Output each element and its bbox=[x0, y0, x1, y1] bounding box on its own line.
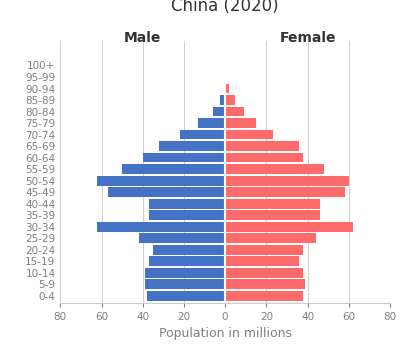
Title: China (2020): China (2020) bbox=[171, 0, 278, 15]
X-axis label: Population in millions: Population in millions bbox=[158, 327, 291, 340]
Bar bbox=[225, 176, 348, 185]
Bar bbox=[225, 153, 303, 162]
Bar bbox=[159, 141, 225, 151]
Bar bbox=[225, 95, 235, 105]
Bar bbox=[225, 210, 319, 220]
Bar bbox=[144, 268, 225, 278]
Bar bbox=[146, 291, 225, 301]
Bar bbox=[225, 72, 226, 82]
Text: Male: Male bbox=[124, 31, 161, 45]
Bar bbox=[225, 291, 303, 301]
Bar bbox=[219, 95, 225, 105]
Bar bbox=[148, 210, 225, 220]
Bar bbox=[122, 164, 225, 174]
Bar bbox=[225, 256, 298, 266]
Bar bbox=[225, 245, 303, 255]
Bar bbox=[225, 268, 303, 278]
Bar bbox=[225, 164, 323, 174]
Bar bbox=[225, 130, 272, 139]
Bar bbox=[138, 233, 225, 243]
Bar bbox=[225, 141, 298, 151]
Bar bbox=[148, 199, 225, 208]
Bar bbox=[225, 222, 352, 232]
Bar bbox=[144, 279, 225, 289]
Bar bbox=[225, 187, 344, 197]
Bar bbox=[142, 153, 225, 162]
Text: Female: Female bbox=[279, 31, 335, 45]
Bar bbox=[225, 279, 305, 289]
Bar bbox=[225, 107, 243, 116]
Bar bbox=[225, 118, 255, 128]
Bar bbox=[225, 233, 315, 243]
Bar bbox=[148, 256, 225, 266]
Bar bbox=[153, 245, 225, 255]
Bar bbox=[225, 199, 319, 208]
Bar bbox=[97, 176, 225, 185]
Bar bbox=[198, 118, 225, 128]
Bar bbox=[107, 187, 225, 197]
Bar bbox=[179, 130, 225, 139]
Bar bbox=[97, 222, 225, 232]
Bar bbox=[225, 84, 229, 93]
Bar bbox=[223, 84, 225, 93]
Bar bbox=[212, 107, 225, 116]
